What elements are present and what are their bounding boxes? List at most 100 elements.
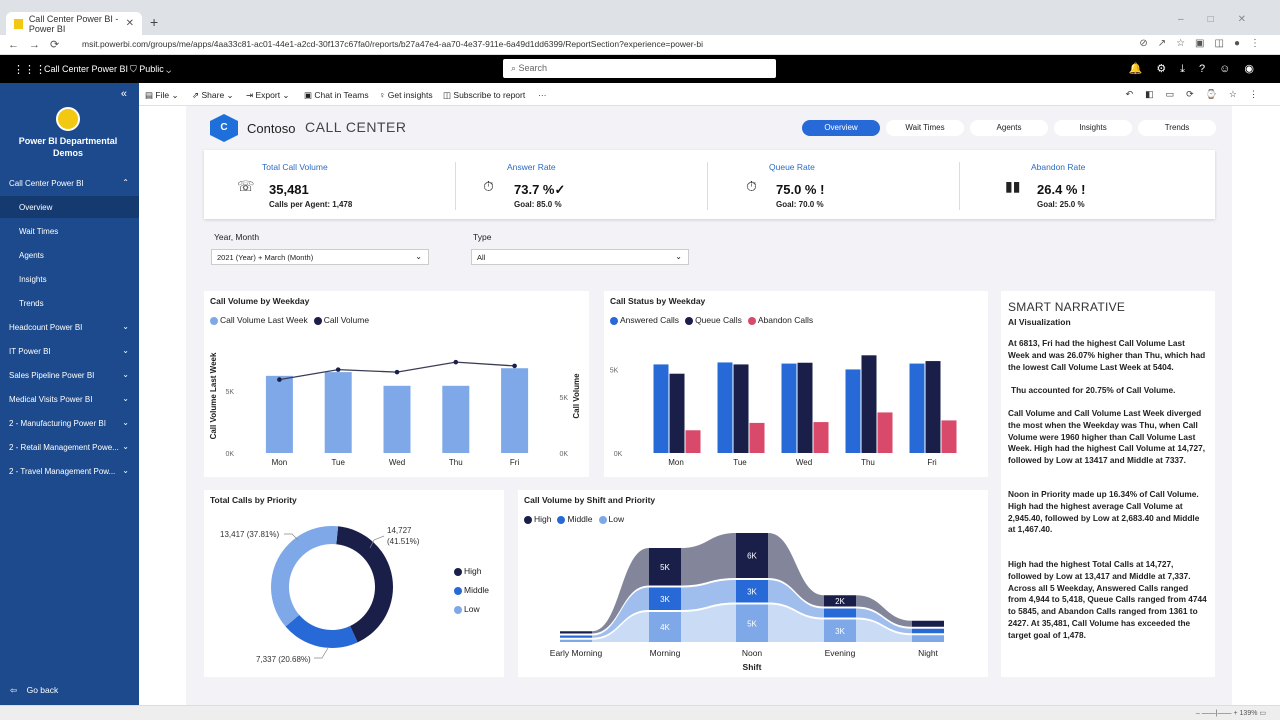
sidebar-item-headcount[interactable]: Headcount Power BI ⌄ [9,322,129,332]
tab-agents[interactable]: Agents [970,120,1048,136]
app-launcher-icon[interactable]: ⋮⋮⋮ [13,64,46,76]
visibility-menu[interactable]: ⛉ Public ⌄ [130,64,172,74]
chevron-up-icon: ⌃ [122,178,129,187]
ribbon-middle [856,608,912,634]
segment-high [824,595,856,607]
chevron-down-icon: ⌄ [122,418,129,427]
bar-abandon-calls [941,420,957,453]
chart-legend[interactable]: Call Volume Last Week Call Volume [210,315,369,325]
ribbon-middle [592,587,649,638]
address-bar: ←→⟳ msit.powerbi.com/groups/me/apps/4aa3… [0,35,1280,55]
tab-title: Call Center Power BI - Power BI [28,13,119,34]
data-label: 3K [660,595,670,604]
phone-icon: ☏ [237,178,255,194]
visibility-label: Public [139,64,164,74]
stopwatch-icon: ⏱ [483,178,494,194]
topbar-icons[interactable]: 🔔⚙⤓?☺◉ [1128,63,1268,75]
y2-tick: 0K [559,451,568,458]
sidebar-item-call-center[interactable]: Call Center Power BI ⌃ [9,178,129,188]
report-action-bar: ▤ File ⌄ ⇗ Share ⌄ ⇥ Export ⌄ ▣ Chat in … [139,83,1280,106]
bar-answered-calls [781,363,797,453]
x-tick: Noon [742,648,763,658]
data-label: 2K [835,597,845,606]
search-input[interactable]: ⌕ Search [503,59,776,78]
bar-abandon-calls [877,412,893,453]
bar-abandon-calls [813,422,829,453]
zoom-level[interactable]: – ——|—— + 139% ▭ [1195,710,1266,717]
data-label: 3K [747,587,757,596]
call-status-weekday-chart[interactable]: 0K 5K Mon Tue Wed Thu Fri [604,291,988,477]
more-options-button[interactable]: ··· [538,90,547,100]
donut-slice-low [271,526,339,627]
browser-tab[interactable]: Call Center Power BI - Power BI ✕ [6,12,142,35]
sidebar-item-medical[interactable]: Medical Visits Power BI ⌄ [9,394,129,404]
data-label: 5K [747,619,757,628]
bar-queue-calls [733,364,749,453]
x-tick: Night [918,648,938,658]
x-tick: Early Morning [550,648,603,658]
file-menu[interactable]: ▤ File ⌄ [145,90,179,100]
tab-insights[interactable]: Insights [1054,120,1132,136]
ribbon-high [856,595,912,627]
bar-answered-calls [653,364,669,453]
type-dropdown[interactable]: All ⌄ [471,249,689,265]
tab-trends[interactable]: Trends [1138,120,1216,136]
sidebar-item-travel[interactable]: 2 - Travel Management Pow... ⌄ [9,466,129,476]
chart-legend[interactable]: Answered Calls Queue Calls Abandon Calls [610,315,813,325]
bar-last-week [383,385,411,453]
x-tick: Wed [796,458,812,467]
view-icons[interactable]: ↶◧▭⟳⌚☆⋮ [1125,89,1270,99]
tab-wait-times[interactable]: Wait Times [886,120,964,136]
chart-title: Call Status by Weekday [610,296,706,306]
sidebar-item-sales[interactable]: Sales Pipeline Power BI ⌄ [9,370,129,380]
shift-priority-chart[interactable]: Early Morning 4K 3K 5K Morning 5K 3K 6K Noon 3K 2K… [518,490,988,677]
chat-in-teams-button[interactable]: ▣ Chat in Teams [304,90,369,100]
chevron-down-icon: ⌄ [122,442,129,451]
nav-buttons[interactable]: ←→⟳ [8,39,70,51]
sidebar-item-it[interactable]: IT Power BI ⌄ [9,346,129,356]
ribbon-low [768,604,824,642]
go-back-button[interactable]: ⇦ Go back [10,685,59,695]
subscribe-button[interactable]: ◫ Subscribe to report [443,90,526,100]
status-bar: – ——|—— + 139% ▭ [0,705,1280,720]
url-field[interactable]: msit.powerbi.com/groups/me/apps/4aa33c81… [82,39,703,49]
bar-answered-calls [717,362,733,453]
collapse-icon[interactable]: « [120,88,127,100]
x-tick: Thu [449,458,463,467]
data-label: 3K [835,627,845,636]
sidebar-item-retail[interactable]: 2 - Retail Management Powe... ⌄ [9,442,129,452]
chart-legend[interactable]: High Middle Low [524,514,624,524]
chevron-down-icon: ⌄ [122,466,129,475]
chart-title: Call Volume by Weekday [210,296,310,306]
chart-legend[interactable]: High Middle Low [454,566,489,614]
sidebar-item-insights[interactable]: Insights [19,275,47,284]
kpi-queue-rate: Queue Rate ⏱ 75.0 % ! Goal: 70.0 % [708,150,960,219]
y-tick: 0K [225,451,234,458]
export-menu[interactable]: ⇥ Export ⌄ [246,90,290,100]
sidebar-item-agents[interactable]: Agents [19,251,44,260]
get-insights-button[interactable]: ♀ Get insights [379,90,433,100]
share-menu[interactable]: ⇗ Share ⌄ [192,90,234,100]
sidebar-item-trends[interactable]: Trends [19,299,44,308]
year-month-dropdown[interactable]: 2021 (Year) + March (Month) ⌄ [211,249,429,265]
sidebar-item-wait-times[interactable]: Wait Times [19,227,59,236]
label-leader [369,535,385,549]
browser-toolbar-icons[interactable]: ⊘↗☆▣◫●⋮ [1139,38,1270,49]
data-label: 6K [747,552,757,561]
data-label: (41.51%) [387,537,420,546]
sidebar-item-manufacturing[interactable]: 2 - Manufacturing Power BI ⌄ [9,418,129,428]
total-calls-priority-chart[interactable]: 14,727 (41.51%) 7,337 (20.68%) 13,417 (37.8… [204,490,504,677]
data-label: 5K [660,563,670,572]
sidebar: « Power BI Departmental Demos Call Cente… [0,83,139,705]
narrative-para: Call Volume and Call Volume Last Week di… [1008,408,1206,466]
app-name[interactable]: Call Center Power BI [44,64,129,74]
new-tab-icon[interactable]: + [150,14,159,30]
powerbi-topbar: ⋮⋮⋮ Call Center Power BI ⛉ Public ⌄ ⌕ Se… [0,55,1280,83]
sidebar-item-overview[interactable]: Overview [0,196,139,218]
close-tab-icon[interactable]: ✕ [125,18,134,29]
label-leader [314,647,329,659]
window-controls[interactable]: –□✕ [1178,14,1270,25]
tab-overview[interactable]: Overview [802,120,880,136]
segment-high [649,548,681,586]
